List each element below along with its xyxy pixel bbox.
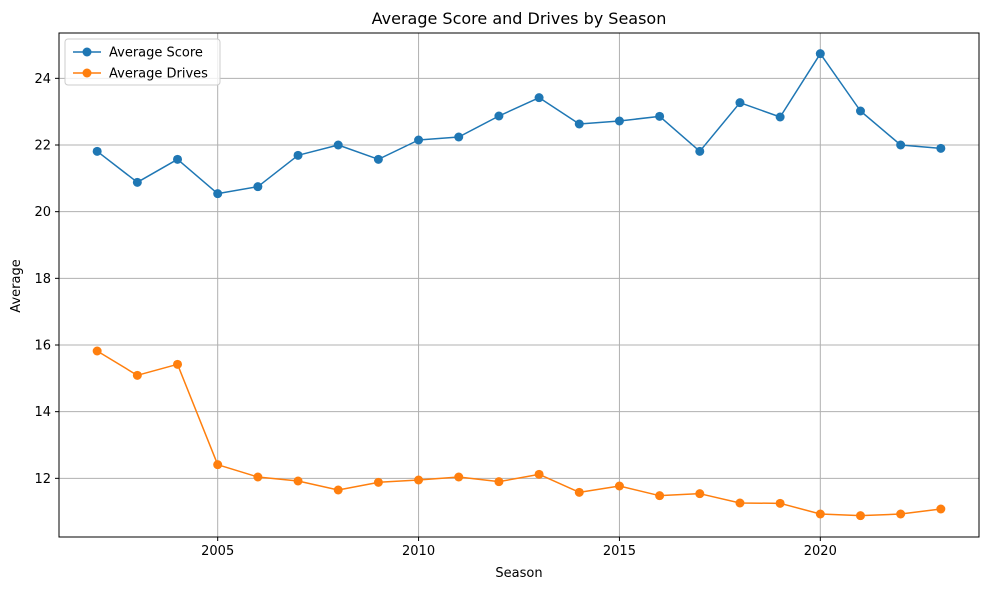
data-point — [655, 491, 665, 501]
legend-label: Average Score — [109, 46, 203, 61]
data-point — [936, 143, 946, 153]
data-point — [92, 146, 102, 156]
data-point — [815, 49, 825, 59]
data-point — [534, 93, 544, 103]
chart-title: Average Score and Drives by Season — [372, 9, 667, 28]
data-point — [735, 98, 745, 108]
data-point — [213, 189, 223, 199]
x-axis-label: Season — [495, 566, 542, 581]
data-point — [815, 509, 825, 519]
data-point — [132, 177, 142, 187]
data-point — [173, 359, 183, 369]
data-point — [936, 504, 946, 514]
series-average-score — [92, 49, 946, 199]
data-point — [253, 182, 263, 192]
x-tick-label: 2020 — [804, 544, 837, 559]
data-point — [775, 112, 785, 122]
data-point — [414, 475, 424, 485]
series-layer — [92, 49, 946, 521]
data-point — [494, 111, 504, 121]
data-point — [655, 111, 665, 121]
data-point — [333, 140, 343, 150]
data-point — [494, 477, 504, 487]
data-point — [414, 135, 424, 145]
data-point — [534, 469, 544, 479]
x-tick-label: 2005 — [201, 544, 234, 559]
y-tick-label: 14 — [34, 405, 51, 420]
data-point — [132, 370, 142, 380]
legend-marker — [82, 47, 92, 57]
data-point — [92, 346, 102, 356]
data-point — [454, 132, 464, 142]
legend-marker — [82, 68, 92, 78]
data-point — [855, 511, 865, 521]
data-point — [896, 509, 906, 519]
data-point — [574, 119, 584, 129]
data-point — [614, 116, 624, 126]
data-point — [333, 485, 343, 495]
plot-area-frame — [58, 32, 980, 538]
legend: Average Score Average Drives — [64, 38, 221, 86]
data-point — [695, 146, 705, 156]
data-point — [855, 106, 865, 116]
data-point — [735, 498, 745, 508]
data-point — [454, 472, 464, 482]
legend-box — [64, 38, 221, 86]
y-axis-label: Average — [9, 259, 24, 312]
y-tick-label: 16 — [34, 339, 51, 354]
legend-label: Average Drives — [109, 67, 208, 82]
y-tick-label: 24 — [34, 72, 51, 87]
series-line — [96, 350, 941, 517]
data-point — [574, 487, 584, 497]
data-point — [373, 477, 383, 487]
x-tick-label: 2015 — [603, 544, 636, 559]
x-tick-label: 2010 — [402, 544, 435, 559]
y-tick-label: 18 — [34, 272, 51, 287]
data-point — [373, 154, 383, 164]
series-average-drives — [92, 346, 946, 521]
data-point — [695, 489, 705, 499]
series-line — [96, 52, 941, 195]
y-tick-label: 12 — [34, 472, 51, 487]
data-point — [614, 481, 624, 491]
axis-ticks: 2005 2010 2015 2020 12 14 16 18 20 22 24 — [34, 72, 836, 559]
data-point — [213, 460, 223, 470]
data-point — [173, 154, 183, 164]
data-point — [775, 498, 785, 508]
data-point — [253, 472, 263, 482]
data-point — [896, 140, 906, 150]
data-point — [293, 150, 303, 160]
grid — [59, 33, 979, 537]
y-tick-label: 22 — [34, 139, 51, 154]
data-point — [293, 476, 303, 486]
y-tick-label: 20 — [34, 205, 51, 220]
